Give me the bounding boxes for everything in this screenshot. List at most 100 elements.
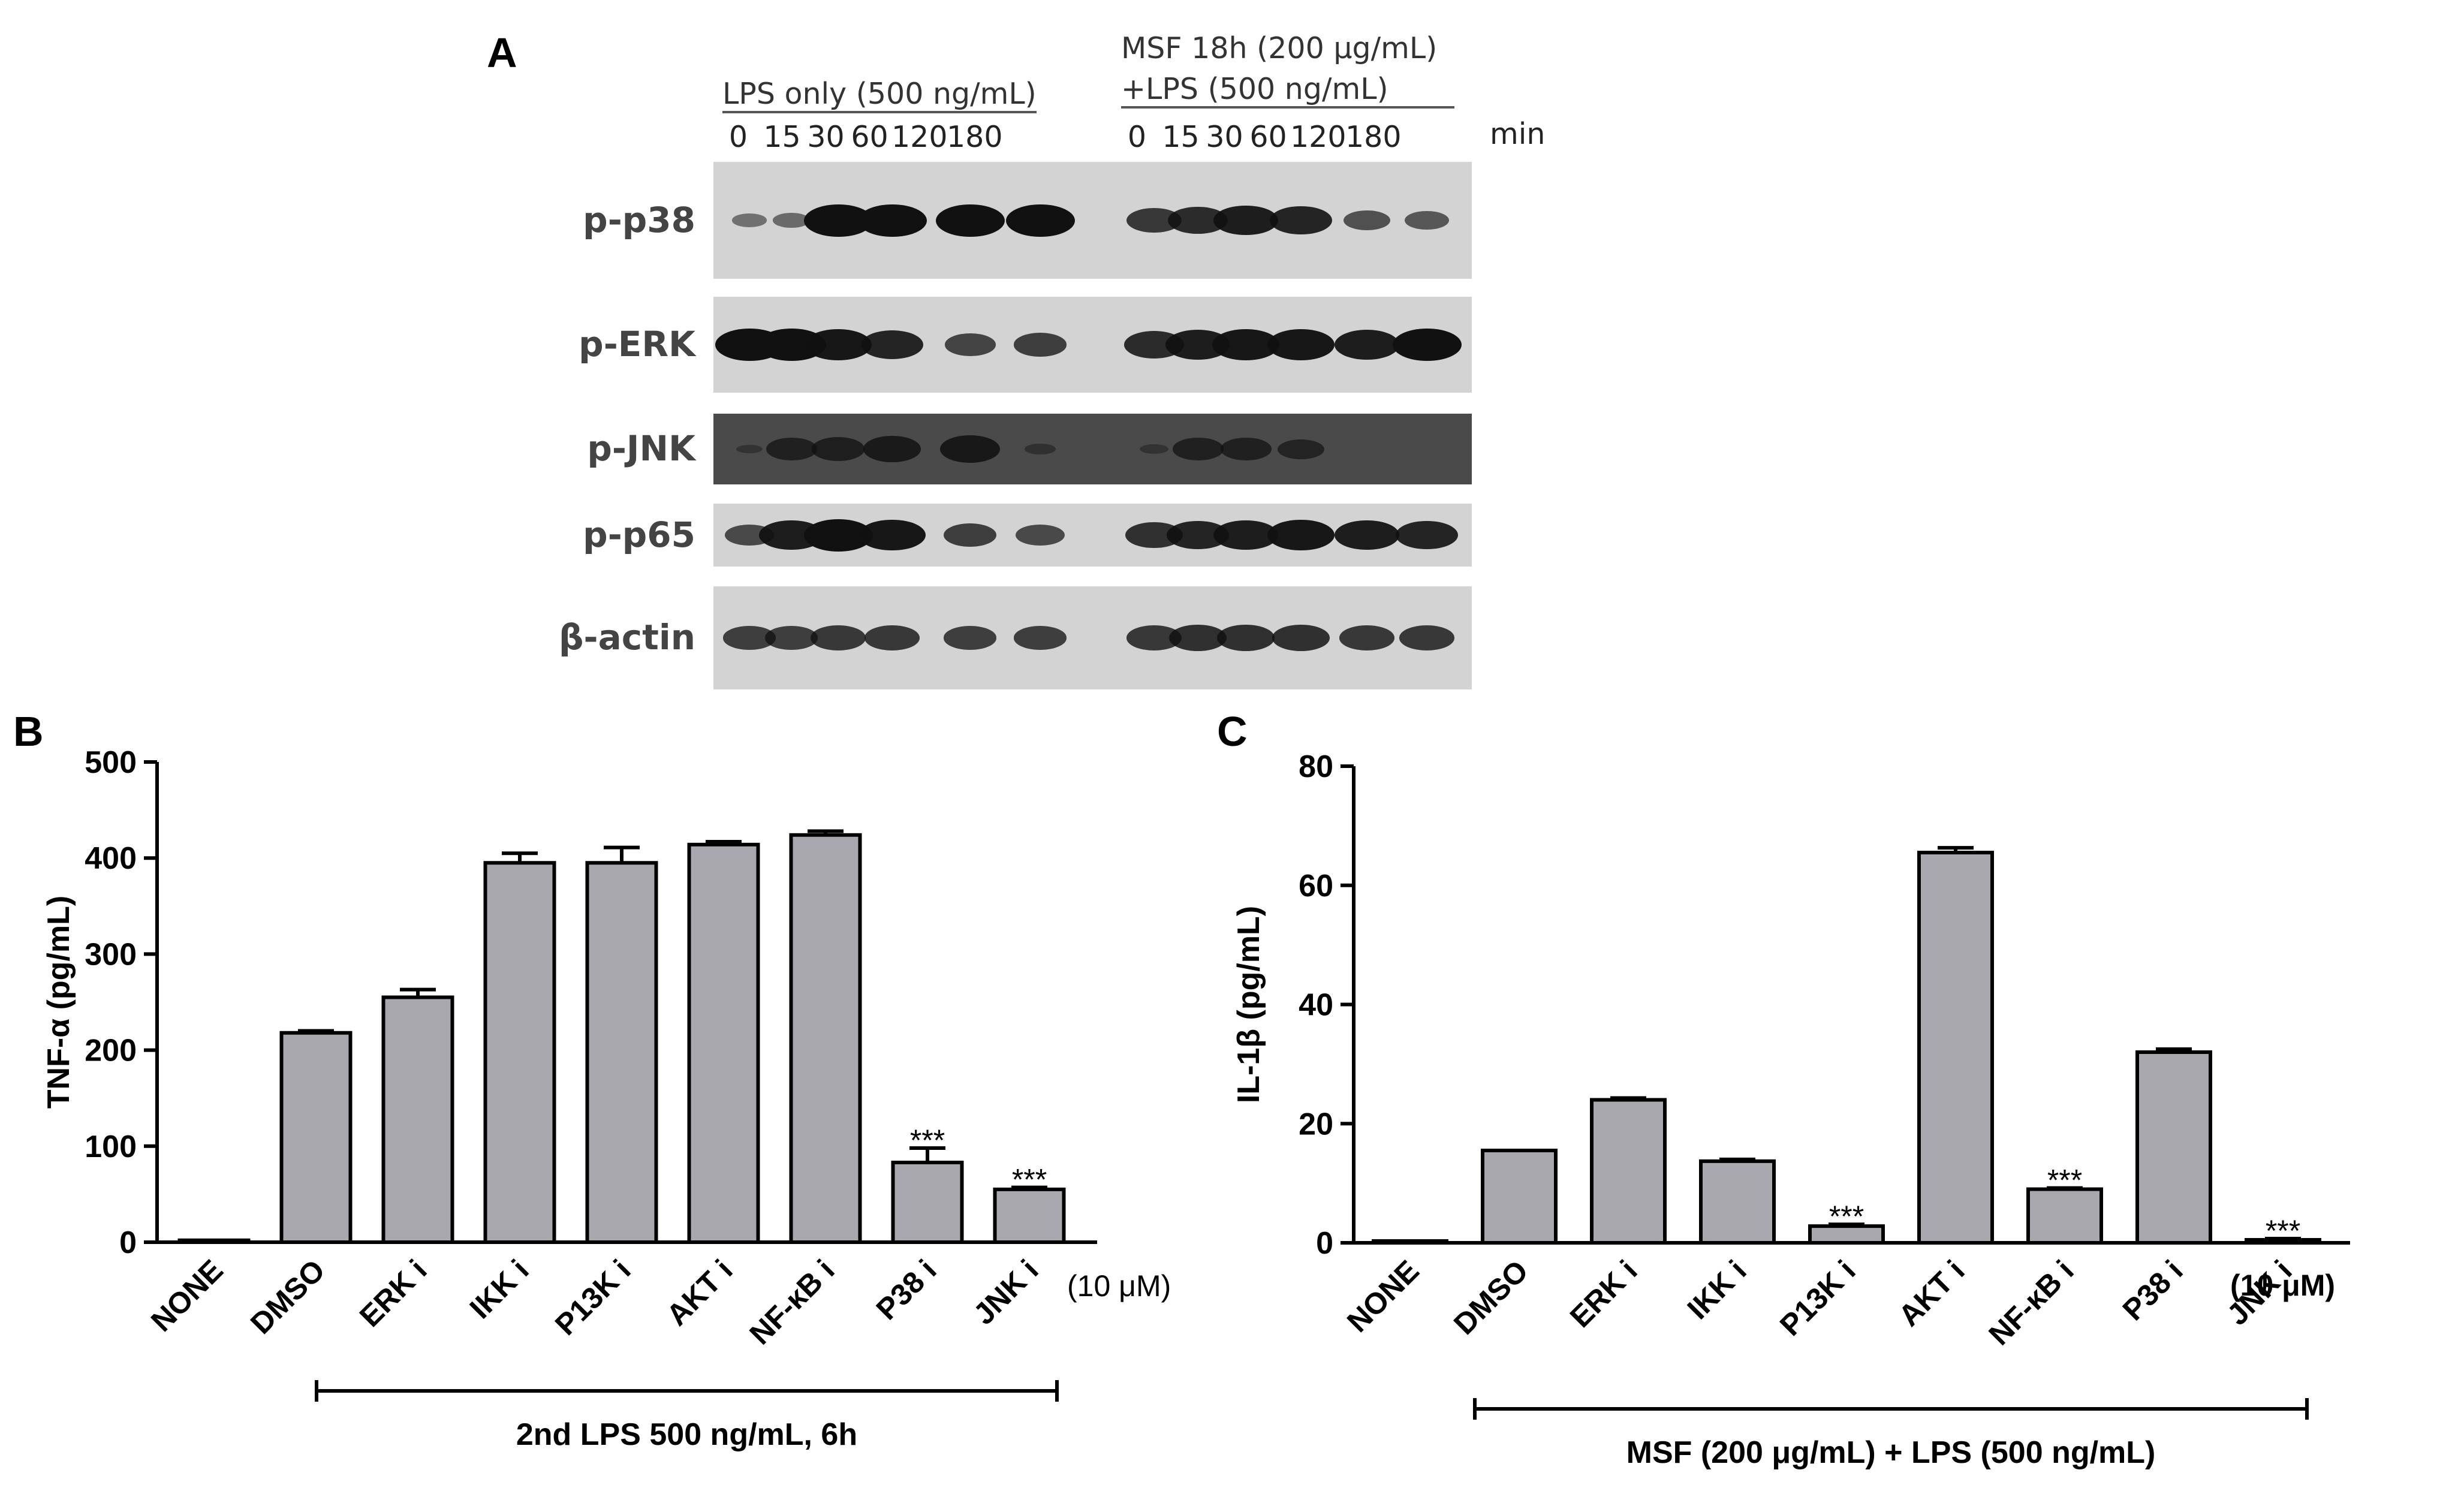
group2-band bbox=[1392, 329, 1462, 361]
group2-band bbox=[1335, 330, 1399, 360]
bar bbox=[1808, 1224, 1885, 1245]
il1-beta-chart: 0 20 40 60 80 IL-1β (pg/mL) NONE DMSO ERK i IKK i… bbox=[1231, 749, 2350, 1470]
group1-band bbox=[1005, 204, 1075, 237]
bar bbox=[2026, 1187, 2103, 1245]
bar bbox=[1699, 1159, 1776, 1245]
y-axis-title: IL-1β (pg/mL) bbox=[1231, 906, 1266, 1103]
x-category-label: DMSO bbox=[1447, 1254, 1535, 1341]
group2-time-point: 120 bbox=[1290, 120, 1347, 154]
group1-band bbox=[863, 436, 921, 462]
group1-time-points: 0 15 30 60 120 180 bbox=[716, 120, 1003, 154]
y-tick-label: 200 bbox=[85, 1034, 137, 1068]
group2-time-point: 180 bbox=[1345, 120, 1402, 154]
group1-band bbox=[940, 435, 1000, 463]
group2-header-line1: MSF 18h (200 μg/mL) bbox=[1121, 31, 1438, 65]
x-category-label: AKT i bbox=[1892, 1254, 1971, 1333]
group1-band bbox=[935, 204, 1005, 237]
x-category-label: IKK i bbox=[1681, 1254, 1753, 1326]
bar bbox=[2135, 1050, 2212, 1245]
group2-band bbox=[1213, 520, 1278, 550]
bar bbox=[279, 1031, 353, 1244]
group2-time-point: 60 bbox=[1249, 120, 1287, 154]
group1-band bbox=[764, 626, 818, 650]
blot-row-label: p-JNK bbox=[587, 428, 695, 469]
x-category-label: DMSO bbox=[244, 1253, 332, 1341]
group1-header: LPS only (500 ng/mL) bbox=[722, 77, 1037, 113]
group1-band bbox=[1013, 333, 1067, 357]
bar bbox=[1590, 1098, 1667, 1245]
group2-band bbox=[1339, 625, 1395, 650]
time-unit-label: min bbox=[1490, 117, 1546, 151]
y-tick-label: 300 bbox=[85, 937, 137, 972]
group2-time-point: 0 bbox=[1127, 120, 1147, 154]
bar bbox=[1372, 1239, 1448, 1245]
bar bbox=[177, 1238, 251, 1245]
y-tick-label: 20 bbox=[1299, 1107, 1333, 1141]
group1-band bbox=[1016, 524, 1065, 546]
concentration-label: (10 μM) bbox=[1067, 1269, 1171, 1303]
group1-band bbox=[864, 625, 920, 650]
group1-time-point: 120 bbox=[891, 120, 948, 154]
group2-band bbox=[1405, 211, 1449, 230]
y-axis-title: TNF-α (pg/mL) bbox=[41, 896, 76, 1109]
group2-time-point: 30 bbox=[1206, 120, 1243, 154]
group2-time-points: 0 15 30 60 120 180 bbox=[1115, 120, 1402, 154]
panel-label-b: B bbox=[13, 708, 44, 755]
x-category-label: NF-κB i bbox=[743, 1253, 841, 1351]
group1-band bbox=[857, 204, 927, 237]
group1-time-point: 30 bbox=[807, 120, 845, 154]
blot-row-label: β-actin bbox=[558, 617, 695, 658]
group2-band bbox=[1267, 329, 1335, 360]
bar bbox=[1917, 851, 1994, 1245]
y-tick-label: 0 bbox=[1316, 1226, 1333, 1261]
group1-band bbox=[861, 330, 923, 359]
group2-band bbox=[1399, 625, 1455, 650]
bar bbox=[1481, 1148, 1558, 1245]
group2-band bbox=[1172, 438, 1224, 460]
x-category-label: NF-κB i bbox=[1982, 1254, 2080, 1351]
significance-marker: *** bbox=[2047, 1164, 2082, 1197]
x-category-label: P38 i bbox=[870, 1253, 943, 1326]
blot-row-label: p-p38 bbox=[583, 199, 695, 240]
bar bbox=[483, 861, 556, 1244]
bar bbox=[789, 833, 862, 1244]
group2-band bbox=[1220, 438, 1272, 460]
y-tick-label: 400 bbox=[85, 841, 137, 876]
group2-band bbox=[1335, 520, 1399, 550]
x-category-label: P13K i bbox=[549, 1253, 637, 1342]
bar bbox=[993, 1187, 1066, 1245]
blot-row-label: p-ERK bbox=[579, 324, 695, 365]
x-category-label: P38 i bbox=[2116, 1254, 2189, 1327]
y-tick-label: 40 bbox=[1299, 988, 1333, 1023]
treatment-bracket-label: 2nd LPS 500 ng/mL, 6h bbox=[516, 1417, 857, 1452]
bar bbox=[891, 1161, 964, 1244]
group2-band bbox=[1216, 625, 1275, 651]
x-category-label: NONE bbox=[1341, 1254, 1426, 1339]
group1-band bbox=[943, 626, 997, 650]
group1-band bbox=[766, 438, 817, 460]
group1-band bbox=[1025, 443, 1056, 455]
group2-time-point: 15 bbox=[1162, 120, 1200, 154]
x-category-label: NONE bbox=[144, 1253, 230, 1338]
x-category-label: IKK i bbox=[463, 1253, 535, 1325]
group2-band bbox=[1270, 206, 1332, 235]
group1-band bbox=[943, 523, 997, 547]
significance-marker: *** bbox=[2266, 1214, 2300, 1248]
x-category-label: AKT i bbox=[660, 1253, 739, 1332]
group1-time-point: 60 bbox=[851, 120, 888, 154]
panel-label-a: A bbox=[487, 29, 517, 76]
x-category-label: ERK i bbox=[1564, 1254, 1644, 1334]
blot-row-label: p-p65 bbox=[583, 514, 695, 555]
y-tick-label: 60 bbox=[1299, 869, 1333, 903]
group1-band bbox=[811, 437, 865, 461]
group1-band bbox=[805, 329, 872, 360]
group1-band bbox=[810, 625, 866, 650]
treatment-bracket-label: MSF (200 μg/mL) + LPS (500 ng/mL) bbox=[1626, 1435, 2156, 1470]
y-tick-label: 100 bbox=[85, 1129, 137, 1164]
group1-band bbox=[736, 444, 763, 454]
tnf-alpha-chart: 0 100 200 300 400 500 TNF-α (pg/mL) NONE DMSO ERK… bbox=[41, 745, 1171, 1452]
panel-label-c: C bbox=[1217, 708, 1248, 755]
group1-time-point: 180 bbox=[947, 120, 1003, 154]
group1-band bbox=[1013, 626, 1067, 650]
group2-header-line2: +LPS (500 ng/mL) bbox=[1121, 72, 1454, 109]
